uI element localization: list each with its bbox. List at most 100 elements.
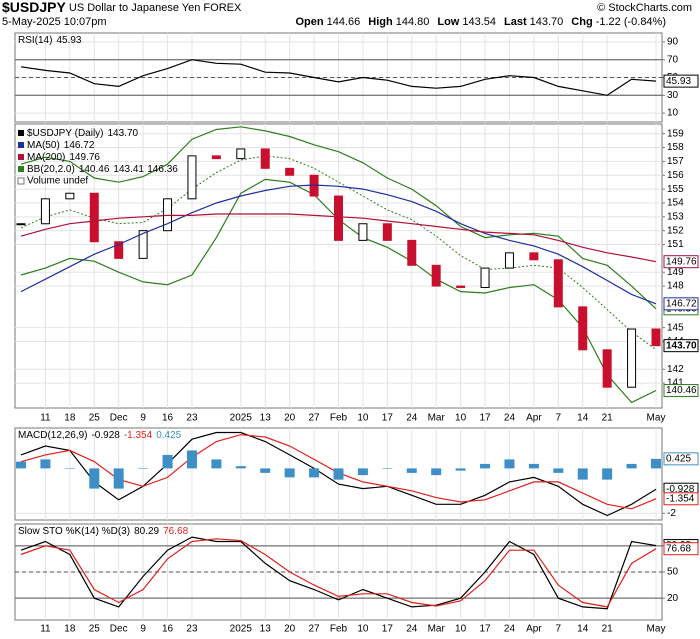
x-tick-label: 2025 <box>230 624 253 635</box>
candle <box>16 223 26 226</box>
x-tick-label: 10 <box>455 413 467 424</box>
x-tick-label: Dec <box>110 413 128 424</box>
value-box <box>663 452 699 466</box>
histogram-bar <box>382 468 393 469</box>
x-tick-label: 9 <box>140 624 146 635</box>
histogram-bar <box>406 468 417 473</box>
legend-value: 45.93 <box>56 35 81 46</box>
panel-label: Slow STO %K(14) %D(3) <box>18 526 130 537</box>
y-tick-label: 158 <box>667 142 684 153</box>
value-box-label: -0.928 <box>666 484 695 495</box>
candle <box>138 230 148 259</box>
value-box <box>663 74 699 88</box>
y-tick-label: 148 <box>667 281 684 292</box>
x-tick-label: 21 <box>602 413 614 424</box>
value-box-label: 149.76 <box>666 256 697 267</box>
y-tick-label: 151 <box>667 239 684 250</box>
candle <box>456 285 466 288</box>
x-tick-label: 13 <box>260 624 272 635</box>
panel-legend: MACD(12,26,9) -0.928 -1.354 0.425 <box>18 430 182 441</box>
y-tick-label: 145 <box>667 322 684 333</box>
value-box <box>663 384 699 398</box>
y-tick-label: 50 <box>667 567 679 578</box>
value-box <box>663 255 699 269</box>
x-tick-label: 18 <box>64 624 76 635</box>
y-tick-label: 142 <box>667 364 684 375</box>
y-tick-label: 30 <box>667 90 679 101</box>
series-line <box>20 184 657 305</box>
x-tick-label: 24 <box>406 413 418 424</box>
histogram-bar <box>333 468 344 480</box>
y-tick-label: 159 <box>667 128 684 139</box>
histogram-bar <box>89 468 100 489</box>
legend-value: 140.46 <box>79 164 110 175</box>
instrument-name: US Dollar to Japanese Yen <box>69 2 200 14</box>
histogram-bar <box>211 459 222 469</box>
x-tick-label: 25 <box>89 624 101 635</box>
histogram-bar <box>602 468 613 480</box>
quote-label: Low <box>437 16 459 28</box>
legend-value: 146.36 <box>147 164 178 175</box>
x-tick-label: 9 <box>140 413 146 424</box>
x-tick-label: 20 <box>284 624 296 635</box>
legend-value: 143.70 <box>108 128 139 139</box>
x-tick-label: 17 <box>479 624 491 635</box>
y-tick-label: 20 <box>667 593 679 604</box>
x-tick-label: 10 <box>357 624 369 635</box>
value-box-label: 140.46 <box>666 385 697 396</box>
x-tick-label: 27 <box>309 624 321 635</box>
legend-value: -0.928 <box>91 430 120 441</box>
legend-name: MA(200) <box>27 152 65 163</box>
histogram-bar <box>113 468 124 489</box>
value-box-label: 146.72 <box>666 298 697 309</box>
value-box-label: 0.425 <box>666 453 691 464</box>
quote-value: 144.66 <box>327 16 361 28</box>
y-tick-label: -2 <box>667 508 676 519</box>
x-tick-label: 10 <box>455 624 467 635</box>
value-box-label: -1.354 <box>666 493 695 504</box>
panel-legend: RSI(14) 45.93 <box>18 35 82 46</box>
x-tick-label: 25 <box>89 413 101 424</box>
histogram-bar <box>284 468 295 478</box>
y-tick-label: 155 <box>667 184 684 195</box>
legend-value: 80.29 <box>134 526 159 537</box>
quote-label: High <box>368 16 393 28</box>
x-tick-label: 11 <box>40 413 51 424</box>
legend-swatch <box>18 130 24 136</box>
candle <box>211 155 221 160</box>
value-box-label: 143.70 <box>666 340 697 351</box>
x-tick-label: 17 <box>479 413 491 424</box>
histogram-bar <box>235 466 246 469</box>
candle <box>602 349 612 388</box>
candle <box>651 328 661 347</box>
quote-label: Last <box>504 16 527 28</box>
candle <box>40 198 50 225</box>
histogram-bar <box>260 468 271 473</box>
x-tick-label: 13 <box>260 413 272 424</box>
histogram-bar <box>16 461 26 469</box>
value-box <box>663 542 699 556</box>
x-tick-label: Mar <box>428 413 446 424</box>
credit: © StockCharts.com <box>597 2 692 14</box>
legend-value: 143.41 <box>113 164 144 175</box>
histogram-bar <box>455 468 466 471</box>
series-line <box>20 59 657 96</box>
candle <box>285 167 295 176</box>
legend-value: 149.76 <box>69 152 100 163</box>
legend-value: 146.72 <box>64 140 95 151</box>
value-box <box>663 492 699 506</box>
histogram-bar <box>504 459 515 469</box>
panel-label: RSI(14) <box>18 35 52 46</box>
y-tick-label: 154 <box>667 198 684 209</box>
legend-name: BB(20,2.0) <box>27 164 75 175</box>
x-tick-label: Dec <box>110 624 128 635</box>
x-tick-label: 7 <box>556 413 562 424</box>
y-tick-label: 70 <box>667 54 679 65</box>
x-tick-label: 17 <box>382 413 394 424</box>
x-tick-label: Feb <box>330 413 348 424</box>
legend-value: 76.68 <box>163 526 188 537</box>
x-tick-label: 16 <box>162 624 174 635</box>
x-tick-label: 24 <box>504 624 516 635</box>
x-tick-label: Apr <box>526 624 542 635</box>
histogram-bar <box>431 468 442 476</box>
